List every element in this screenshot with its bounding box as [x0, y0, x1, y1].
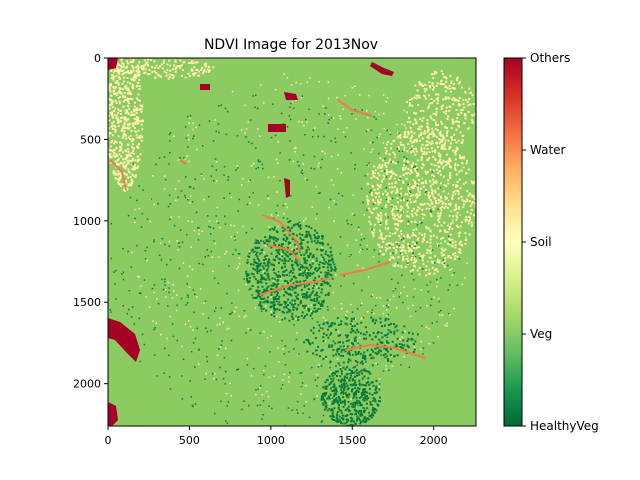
colorbar-gradient — [504, 58, 522, 426]
colorbar-label: Water — [530, 143, 566, 157]
x-tick-label: 500 — [179, 434, 200, 447]
veg-background — [108, 58, 476, 426]
chart-title: NDVI Image for 2013Nov — [204, 37, 378, 53]
y-tick-label: 0 — [94, 52, 101, 65]
colorbar-label: Soil — [530, 235, 552, 249]
x-tick-label: 0 — [105, 434, 112, 447]
colorbar-label: HealthyVeg — [530, 419, 599, 433]
heatmap-area — [103, 51, 477, 427]
y-tick-label: 1500 — [73, 296, 101, 309]
colorbar: HealthyVeg Veg Soil Water Others — [504, 51, 599, 433]
y-axis: 0 500 1000 1500 2000 — [73, 52, 108, 391]
x-tick-label: 2000 — [420, 434, 448, 447]
y-tick-label: 2000 — [73, 378, 101, 391]
colorbar-label: Veg — [530, 327, 552, 341]
y-tick-label: 1000 — [73, 215, 101, 228]
x-tick-label: 1000 — [257, 434, 285, 447]
colorbar-label: Others — [530, 51, 570, 65]
x-tick-label: 1500 — [338, 434, 366, 447]
x-axis: 0 500 1000 1500 2000 — [105, 426, 448, 447]
y-tick-label: 500 — [80, 133, 101, 146]
